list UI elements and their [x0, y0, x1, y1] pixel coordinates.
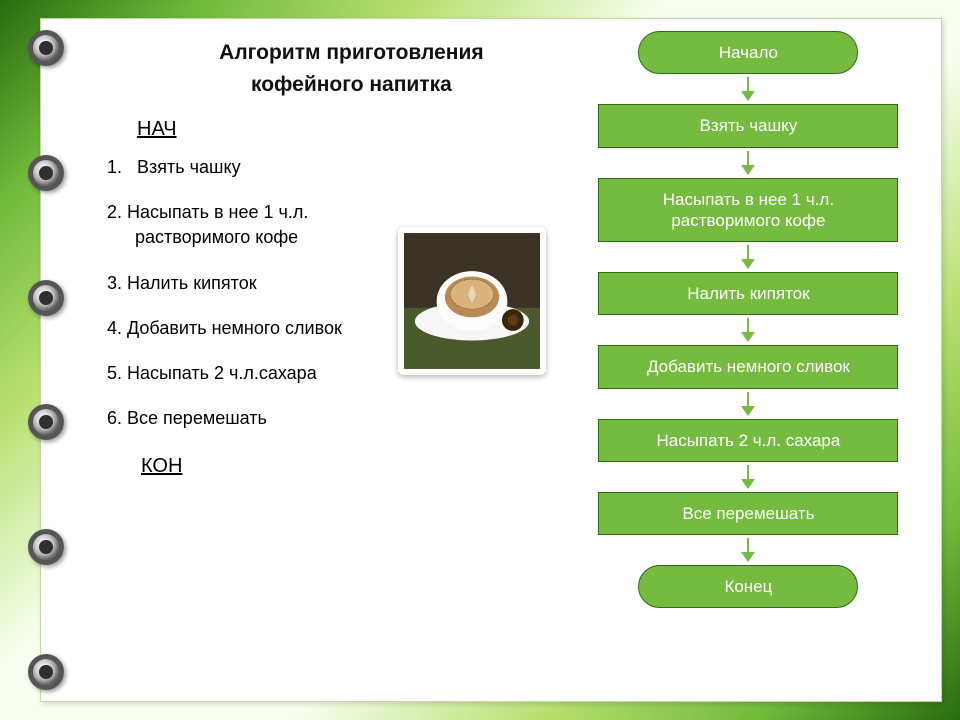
flow-node-n3: Налить кипяток: [598, 272, 898, 315]
step-number: 4.: [107, 318, 122, 338]
flow-node-end: Конец: [638, 565, 858, 608]
step-number: 3.: [107, 273, 122, 293]
text-algorithm-column: Алгоритм приготовления кофейного напитка…: [101, 19, 566, 701]
flow-node-n1: Взять чашку: [598, 104, 898, 147]
step-text: Насыпать 2 ч.л.сахара: [127, 363, 317, 383]
flow-node-n5: Насыпать 2 ч.л. сахара: [598, 419, 898, 462]
step-text: Налить кипяток: [127, 273, 257, 293]
arrow-down-icon: [741, 392, 755, 416]
arrow-down-icon: [741, 318, 755, 342]
arrow-down-icon: [741, 77, 755, 101]
coffee-image: [398, 227, 546, 375]
flow-node-n6: Все перемешать: [598, 492, 898, 535]
step-number: 6.: [107, 408, 122, 428]
ring-icon: [28, 30, 64, 66]
arrow-down-icon: [741, 151, 755, 175]
step-text: Насыпать в нее 1 ч.л.: [127, 202, 308, 222]
ring-icon: [28, 529, 64, 565]
end-keyword: КОН: [141, 455, 556, 478]
flow-node-start: Начало: [638, 31, 858, 74]
step-item: 1. Взять чашку: [107, 155, 556, 180]
notebook-page: Алгоритм приготовления кофейного напитка…: [40, 18, 942, 702]
arrow-down-icon: [741, 538, 755, 562]
step-number: 5.: [107, 363, 122, 383]
step-text: Добавить немного сливок: [127, 318, 342, 338]
ring-icon: [28, 654, 64, 690]
flow-node-n2: Насыпать в нее 1 ч.л. растворимого кофе: [598, 178, 898, 243]
step-number: 2.: [107, 202, 122, 222]
step-text: Все перемешать: [127, 408, 267, 428]
begin-keyword: НАЧ: [137, 118, 556, 141]
ring-icon: [28, 155, 64, 191]
flow-node-n4: Добавить немного сливок: [598, 345, 898, 388]
page-title: Алгоритм приготовления кофейного напитка: [107, 37, 556, 100]
step-text: Взять чашку: [137, 157, 241, 177]
coffee-cup-icon: [404, 233, 540, 369]
step-item: 6. Все перемешать: [107, 406, 556, 431]
title-line-1: Алгоритм приготовления: [219, 41, 483, 64]
binder-rings: [28, 30, 64, 690]
arrow-down-icon: [741, 245, 755, 269]
ring-icon: [28, 280, 64, 316]
title-line-2: кофейного напитка: [251, 73, 452, 96]
step-number: 1.: [107, 157, 122, 177]
arrow-down-icon: [741, 465, 755, 489]
flowchart-column: Начало Взять чашку Насыпать в нее 1 ч.л. р…: [566, 19, 931, 701]
slide-frame: Алгоритм приготовления кофейного напитка…: [0, 0, 960, 720]
ring-icon: [28, 404, 64, 440]
content-row: Алгоритм приготовления кофейного напитка…: [101, 19, 931, 701]
